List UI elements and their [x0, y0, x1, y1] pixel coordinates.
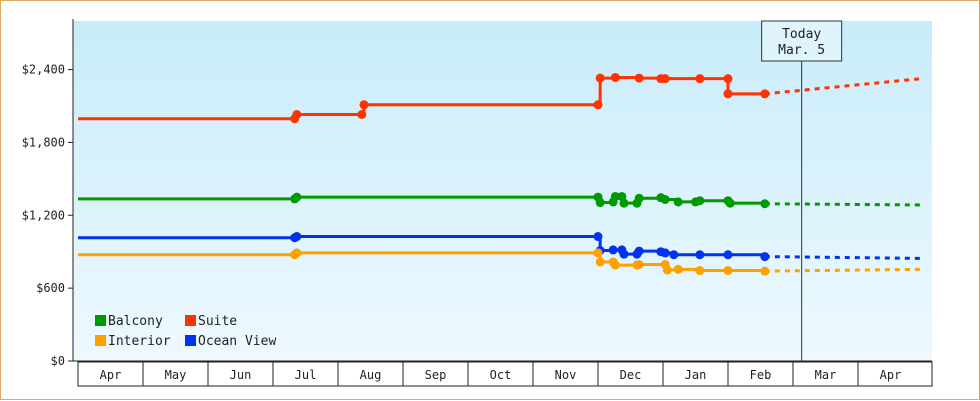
data-point-suite[interactable] [593, 100, 603, 110]
data-point-ocean-view[interactable] [619, 249, 629, 259]
data-point-ocean-view[interactable] [760, 252, 770, 262]
month-cell [337, 361, 404, 387]
data-point-balcony[interactable] [292, 192, 302, 202]
legend-swatch-ocean-view [185, 335, 196, 346]
x-tick-label: Apr [880, 368, 902, 382]
y-tick-label: $2,400 [22, 63, 65, 77]
data-point-suite[interactable] [695, 74, 705, 84]
legend-label-interior: Interior [108, 334, 171, 349]
x-tick-label: Dec [620, 368, 642, 382]
data-point-suite[interactable] [723, 89, 733, 99]
data-point-balcony[interactable] [673, 197, 683, 207]
legend-swatch-balcony [95, 315, 106, 326]
plot-area [73, 21, 932, 361]
data-point-interior[interactable] [695, 266, 705, 276]
data-point-ocean-view[interactable] [660, 248, 670, 258]
data-point-suite[interactable] [760, 89, 770, 99]
month-cell [207, 361, 274, 387]
data-point-suite[interactable] [723, 74, 733, 84]
projection-line-suite [764, 77, 921, 96]
x-tick-label: Sep [425, 368, 447, 382]
data-point-ocean-view[interactable] [292, 232, 302, 242]
x-tick-label: Aug [360, 368, 382, 382]
data-point-suite[interactable] [634, 73, 644, 83]
series-balcony [78, 191, 921, 209]
y-tick-label: $1,200 [22, 208, 65, 222]
data-point-interior[interactable] [593, 248, 603, 258]
data-point-interior[interactable] [723, 266, 733, 276]
legend-swatch-suite [185, 315, 196, 326]
data-point-suite[interactable] [359, 100, 369, 110]
legend-label-suite: Suite [198, 314, 237, 329]
x-tick-label: Oct [490, 368, 512, 382]
legend-swatch-interior [95, 335, 106, 346]
legend-label-ocean-view: Ocean View [198, 334, 276, 349]
x-tick-label: Apr [100, 368, 122, 382]
x-tick-label: Mar [815, 368, 837, 382]
month-cell [402, 361, 469, 387]
data-point-balcony[interactable] [725, 198, 735, 208]
data-point-suite[interactable] [610, 72, 620, 82]
data-point-interior[interactable] [634, 259, 644, 269]
month-cell [597, 361, 664, 387]
y-tick-label: $1,800 [22, 135, 65, 149]
x-tick-label: Jul [295, 368, 317, 382]
data-point-balcony[interactable] [760, 199, 770, 209]
projection-line-ocean-view [764, 255, 921, 260]
today-label: Today [782, 27, 821, 42]
series-ocean-view [78, 232, 921, 262]
data-point-interior[interactable] [760, 266, 770, 276]
data-point-interior[interactable] [610, 260, 620, 270]
month-cell [272, 361, 339, 387]
data-point-suite[interactable] [660, 74, 670, 84]
x-tick-label: May [165, 368, 187, 382]
data-point-balcony[interactable] [695, 196, 705, 206]
data-point-ocean-view[interactable] [608, 245, 618, 255]
data-point-interior[interactable] [595, 257, 605, 267]
projection-line-balcony [764, 202, 921, 207]
x-tick-label: Jun [230, 368, 252, 382]
data-point-balcony[interactable] [634, 193, 644, 203]
month-cell [77, 361, 144, 387]
y-tick-label: $600 [36, 281, 65, 295]
x-tick-label: Feb [750, 368, 772, 382]
month-cell [857, 361, 933, 387]
data-point-ocean-view[interactable] [634, 246, 644, 256]
data-point-interior[interactable] [662, 265, 672, 275]
data-point-ocean-view[interactable] [695, 250, 705, 260]
data-point-balcony[interactable] [595, 198, 605, 208]
data-point-balcony[interactable] [610, 191, 620, 201]
data-point-ocean-view[interactable] [593, 232, 603, 242]
legend-label-balcony: Balcony [108, 314, 163, 329]
x-tick-label: Jan [685, 368, 707, 382]
month-cell [142, 361, 209, 387]
data-point-suite[interactable] [595, 73, 605, 83]
data-point-suite[interactable] [357, 110, 367, 119]
series-interior [78, 248, 921, 276]
data-point-interior[interactable] [292, 248, 302, 258]
data-point-balcony[interactable] [619, 198, 629, 208]
x-tick-label: Nov [555, 368, 577, 382]
data-point-suite[interactable] [292, 110, 302, 119]
data-point-ocean-view[interactable] [669, 250, 679, 260]
data-point-ocean-view[interactable] [723, 250, 733, 260]
y-tick-label: $0 [51, 354, 65, 368]
month-cell [727, 361, 794, 387]
projection-line-interior [764, 267, 921, 273]
today-date-label: Mar. 5 [778, 43, 825, 58]
data-point-balcony[interactable] [660, 195, 670, 204]
today-box [761, 20, 843, 62]
data-point-interior[interactable] [673, 264, 683, 274]
series-suite [78, 72, 921, 124]
